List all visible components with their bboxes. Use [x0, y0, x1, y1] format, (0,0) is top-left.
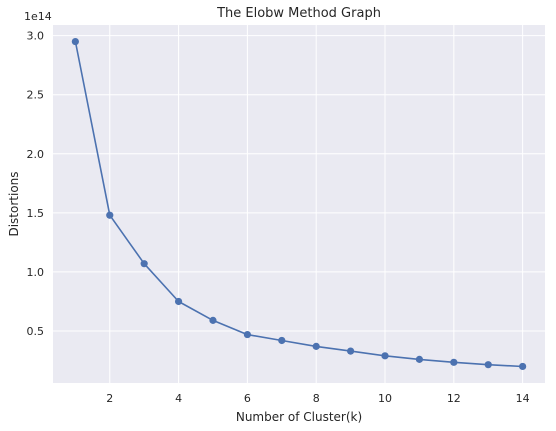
plot-area: [53, 25, 545, 383]
series-distortions: [71, 37, 527, 371]
y-offset-text: 1e14: [24, 10, 52, 23]
data-point: [450, 358, 458, 366]
axis-ticks: 2 4 6 8 10 12 14 0.5 1.0 1.5 2.0 2.5 3.0: [27, 30, 530, 405]
data-point: [381, 352, 389, 360]
y-tick-label: 1.0: [27, 266, 45, 279]
data-point: [347, 347, 355, 355]
data-point: [209, 316, 217, 324]
series-line: [74, 41, 523, 368]
data-point: [174, 297, 183, 306]
data-point: [71, 37, 79, 46]
x-tick-label: 6: [244, 392, 251, 405]
y-tick-label: 2.0: [27, 148, 45, 161]
x-tick-label: 2: [106, 392, 113, 405]
x-tick-label: 4: [175, 392, 182, 405]
x-tick-label: 12: [447, 392, 461, 405]
chart-title: The Elobw Method Graph: [216, 6, 381, 21]
y-tick-label: 1.5: [27, 207, 45, 220]
x-tick-label: 10: [378, 392, 392, 405]
data-point: [312, 342, 320, 350]
data-point: [106, 211, 114, 219]
data-point: [278, 336, 286, 345]
data-point: [484, 361, 492, 369]
y-axis-label: Distortions: [7, 171, 21, 236]
data-point: [519, 362, 527, 371]
x-tick-label: 8: [313, 392, 320, 405]
x-tick-label: 14: [516, 392, 530, 405]
grid: [53, 25, 545, 383]
data-point: [243, 330, 251, 339]
y-tick-label: 2.5: [27, 89, 45, 102]
x-axis-label: Number of Cluster(k): [236, 410, 362, 424]
data-point: [415, 355, 424, 363]
y-tick-label: 3.0: [27, 30, 45, 43]
y-tick-label: 0.5: [27, 325, 45, 338]
data-point: [140, 260, 148, 268]
